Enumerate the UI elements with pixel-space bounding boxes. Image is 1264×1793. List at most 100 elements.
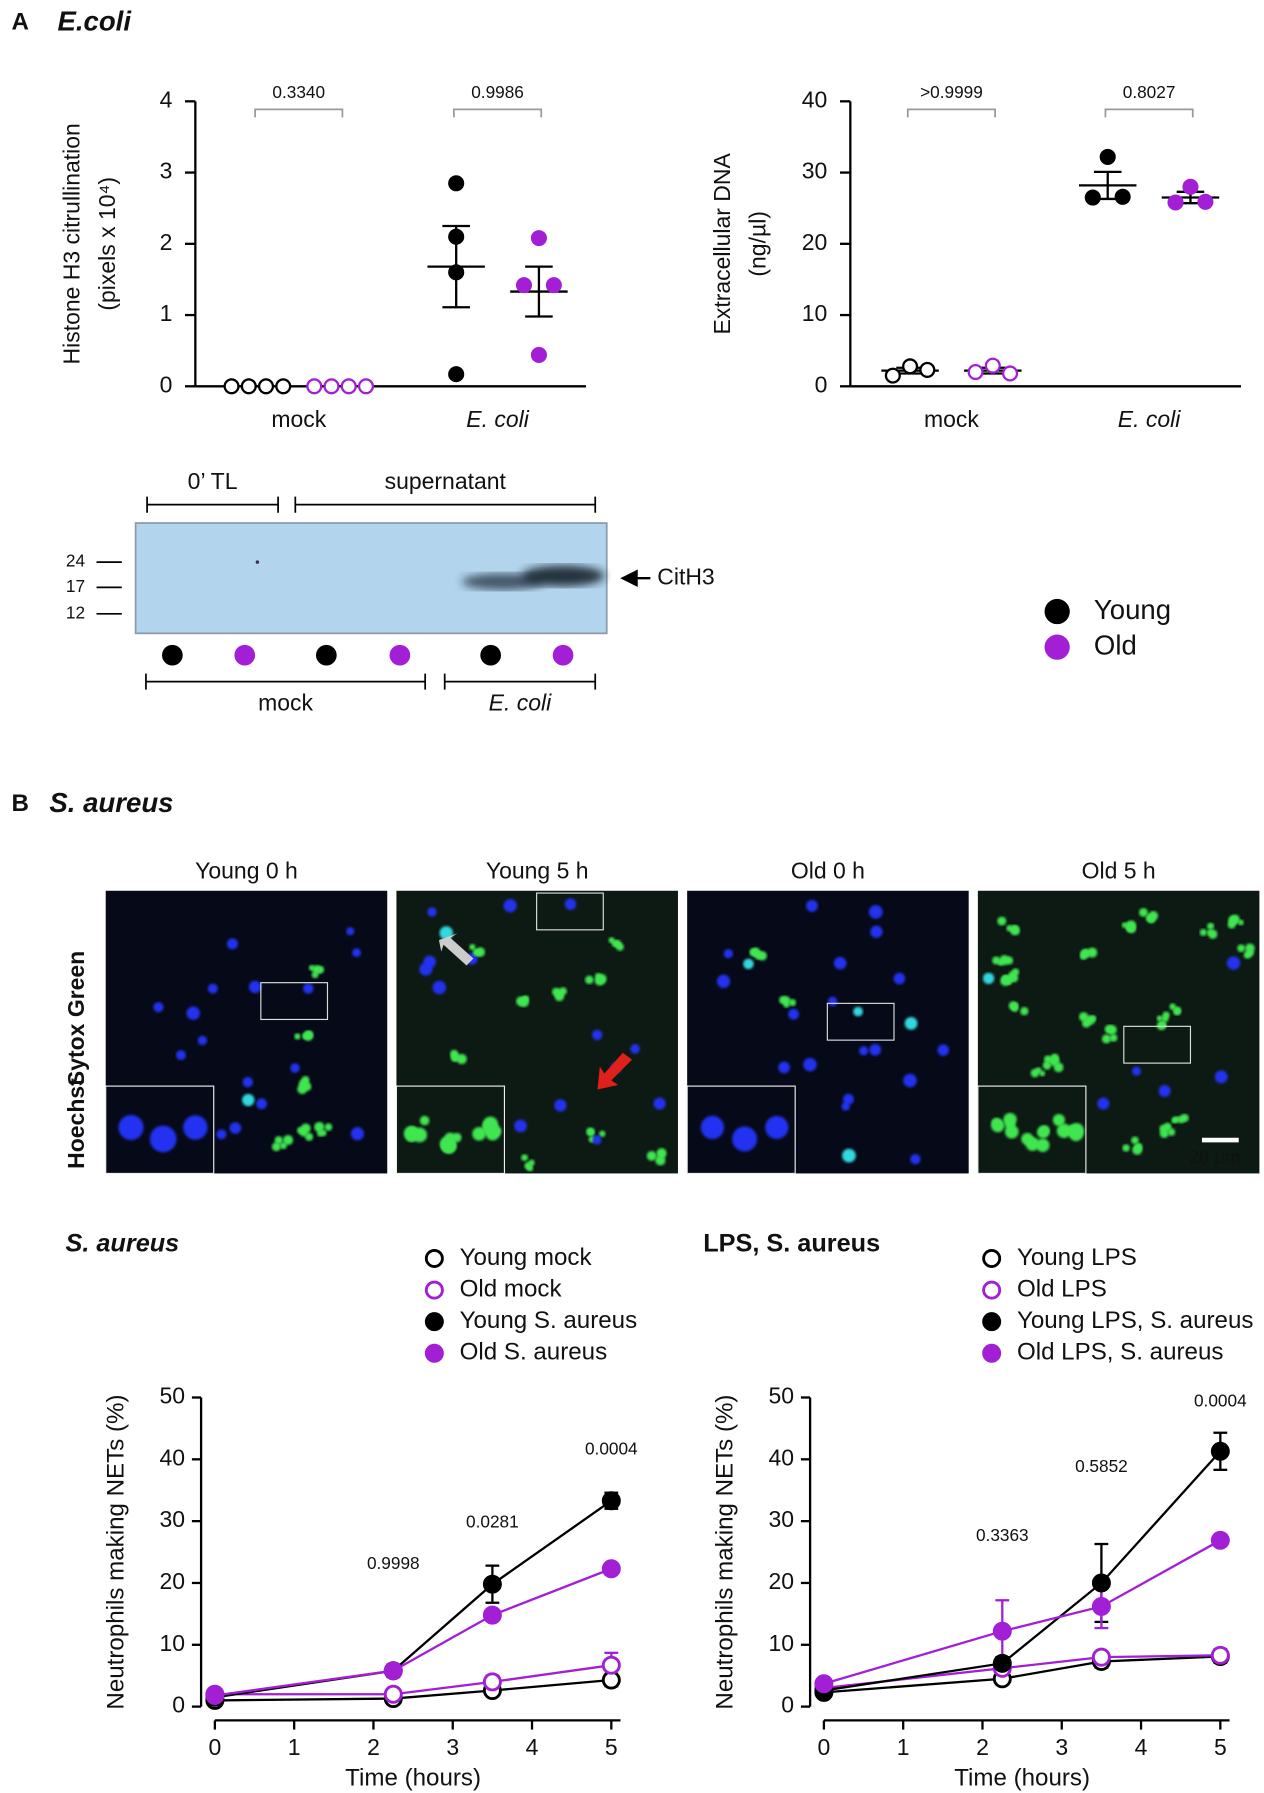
data-point <box>530 230 547 247</box>
cell <box>1131 1066 1142 1076</box>
data-point <box>448 264 465 281</box>
cell <box>352 948 361 958</box>
cell <box>1228 915 1238 926</box>
cell <box>242 1076 253 1088</box>
series-line <box>823 1654 1221 1690</box>
cell <box>290 1063 300 1073</box>
cell <box>1214 1070 1228 1084</box>
zoom-box <box>826 1002 895 1041</box>
cell <box>1005 978 1013 985</box>
cell <box>904 1016 918 1030</box>
p-value: 0.9998 <box>367 1553 420 1573</box>
cell <box>646 1150 657 1161</box>
y-tick-label: 40 <box>802 86 828 112</box>
cell <box>186 1006 200 1020</box>
cell <box>1132 1144 1143 1155</box>
cell <box>982 972 995 984</box>
cell <box>992 956 1001 965</box>
marker-label: 17 <box>66 576 85 596</box>
inset-cell <box>183 1115 208 1140</box>
y-axis-label: Neutrophils making NETs (%) <box>712 1395 739 1710</box>
group-bracket <box>443 673 597 690</box>
cell <box>653 1097 666 1110</box>
data-point <box>992 1621 1012 1641</box>
cell <box>279 1142 287 1150</box>
cell <box>216 1129 227 1140</box>
cell <box>1126 920 1137 931</box>
cell <box>903 1073 917 1088</box>
series-line <box>823 1450 1222 1692</box>
zoom-box <box>1123 1025 1192 1064</box>
legend-marker <box>1044 598 1070 625</box>
inset-cell <box>482 1116 499 1132</box>
y-tick-label: 4 <box>160 86 173 112</box>
lane-marker <box>480 644 502 666</box>
y-axis-label: (pixels x 10⁴) <box>94 177 120 311</box>
zoom-box <box>260 982 329 1021</box>
cell <box>526 1164 534 1172</box>
inset-cell <box>118 1114 144 1140</box>
inset-cell <box>1068 1126 1084 1142</box>
cell <box>350 1127 365 1141</box>
cell <box>1167 1128 1176 1136</box>
data-point <box>340 378 357 395</box>
cell <box>778 1061 790 1074</box>
cell <box>843 1093 854 1105</box>
arrow <box>597 1052 632 1090</box>
y-tick-label: 0 <box>160 371 173 397</box>
cell <box>611 940 619 947</box>
data-point <box>205 1686 225 1705</box>
legend-marker <box>982 1280 1002 1300</box>
data-point <box>482 1574 502 1594</box>
cell <box>153 1002 164 1013</box>
p-value: 0.3340 <box>272 82 325 102</box>
cell <box>827 996 838 1007</box>
data-point <box>240 378 257 395</box>
legend-marker <box>424 1343 444 1363</box>
data-point <box>1002 365 1019 382</box>
cell <box>723 948 733 959</box>
legend-label: Old LPS, S. aureus <box>1017 1339 1224 1366</box>
data-point <box>919 361 936 378</box>
data-point <box>984 357 1001 374</box>
cell <box>1090 1015 1097 1022</box>
cell <box>833 956 847 970</box>
cell <box>1208 929 1218 939</box>
cell <box>806 900 818 912</box>
legend-label: Young <box>1094 594 1171 625</box>
y-tick-label: 3 <box>160 158 173 184</box>
x-tick-label: E. coli <box>1118 406 1181 432</box>
y-tick-label: 30 <box>159 1506 185 1532</box>
data-point <box>306 378 323 395</box>
y-tick-label: 0 <box>172 1692 185 1718</box>
series-line <box>823 1539 1221 1685</box>
cell <box>630 1044 640 1054</box>
cell <box>1010 924 1019 934</box>
micrograph <box>686 890 969 1175</box>
cell <box>788 999 797 1007</box>
cell <box>305 1132 314 1141</box>
blot-speck <box>255 560 260 564</box>
x-tick-label: 0 <box>818 1734 831 1760</box>
inset-cell <box>765 1115 789 1140</box>
x-tick-label: 3 <box>446 1734 459 1760</box>
x-tick-label: E. coli <box>466 406 529 432</box>
data-point <box>482 1672 502 1692</box>
legend-marker <box>424 1312 444 1332</box>
series-line <box>214 1499 612 1699</box>
cell <box>751 947 761 957</box>
cell <box>596 973 607 984</box>
cell <box>1174 1008 1181 1015</box>
series-line <box>214 1678 612 1702</box>
data-point <box>1091 1596 1111 1616</box>
inset-cell <box>1036 1138 1050 1152</box>
cell <box>226 938 238 950</box>
micrograph-title: Young 0 h <box>195 857 298 883</box>
cell <box>207 983 218 994</box>
cell <box>803 1057 817 1072</box>
cell <box>841 1102 850 1111</box>
cell <box>586 1127 595 1136</box>
p-value: 0.9986 <box>471 82 524 102</box>
x-tick-label: 4 <box>1135 1734 1148 1760</box>
